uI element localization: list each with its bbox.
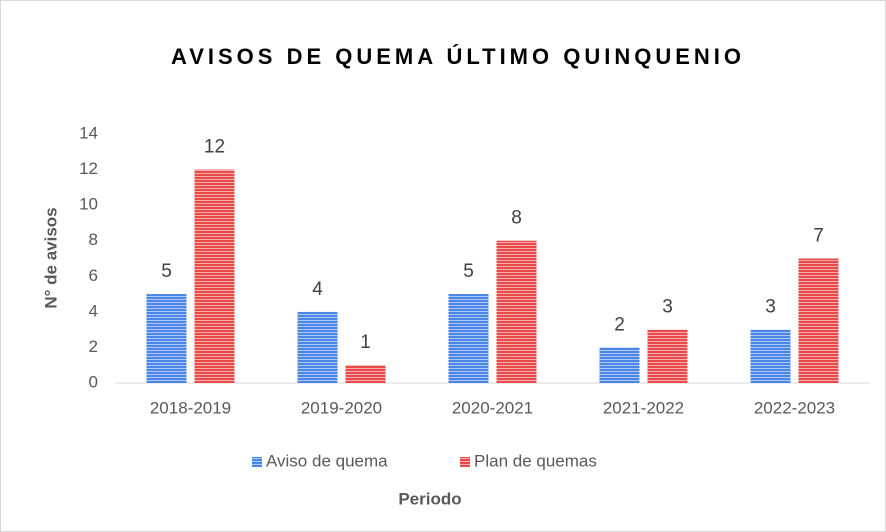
x-axis-label: Periodo: [398, 489, 461, 508]
data-label: 12: [204, 137, 225, 158]
x-tick-label: 2019-2020: [301, 398, 382, 417]
bar: [345, 365, 386, 383]
bar: [297, 311, 338, 383]
legend-swatch: [460, 457, 470, 467]
bar: [599, 347, 640, 383]
x-tick-label: 2018-2019: [150, 398, 231, 417]
x-tick-label: 2021-2022: [603, 398, 684, 417]
y-tick-label: 14: [79, 123, 98, 142]
data-label: 5: [463, 261, 474, 282]
legend-swatch: [252, 457, 262, 467]
y-tick-label: 0: [89, 372, 98, 391]
bar: [448, 294, 489, 383]
bar: [750, 329, 791, 383]
y-tick-label: 2: [89, 337, 98, 356]
data-label: 7: [813, 226, 824, 247]
x-tick-label: 2022-2023: [754, 398, 835, 417]
y-tick-label: 12: [79, 159, 98, 178]
bar: [194, 169, 235, 383]
chart-title: AVISOS DE QUEMA ÚLTIMO QUINQUENIO: [171, 44, 745, 69]
data-label: 3: [662, 297, 673, 318]
bar: [647, 329, 688, 383]
y-tick-label: 10: [79, 195, 98, 214]
y-tick-label: 8: [89, 230, 98, 249]
data-label: 1: [360, 332, 371, 353]
bar: [146, 294, 187, 383]
data-label: 8: [511, 208, 522, 229]
legend-label: Plan de quemas: [474, 451, 597, 470]
y-axis-label: N° de avisos: [41, 207, 60, 308]
x-tick-label: 2020-2021: [452, 398, 533, 417]
y-tick-label: 4: [89, 301, 98, 320]
data-label: 2: [614, 314, 625, 335]
data-label: 5: [161, 261, 172, 282]
legend-label: Aviso de quema: [266, 451, 388, 470]
bar: [496, 240, 537, 383]
data-label: 3: [765, 297, 776, 318]
data-label: 4: [312, 279, 323, 300]
y-tick-label: 6: [89, 266, 98, 285]
bar: [798, 258, 839, 383]
